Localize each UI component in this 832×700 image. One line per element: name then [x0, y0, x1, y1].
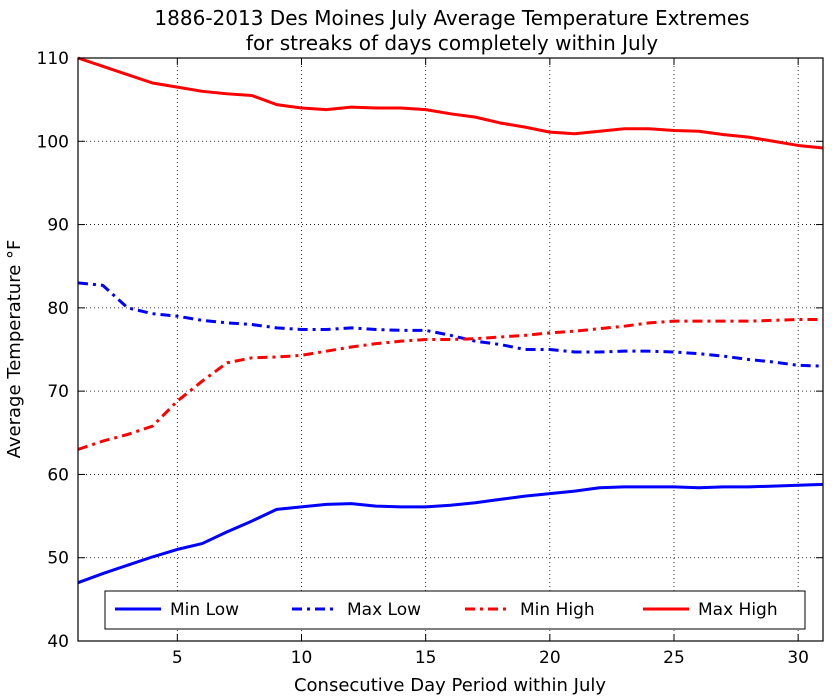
x-tick-label: 10: [291, 648, 313, 668]
chart-subtitle: for streaks of days completely within Ju…: [246, 31, 658, 55]
series-line-min-high: [77, 318, 823, 451]
legend: Min Low Max Low Min High Max High: [104, 590, 806, 630]
legend-label: Max High: [698, 600, 778, 620]
y-tick-label: 70: [47, 382, 69, 402]
y-tick-label: 60: [47, 465, 69, 485]
x-axis-label: Consecutive Day Period within July: [294, 675, 606, 696]
series-line-max-high: [77, 56, 824, 150]
grid: [78, 58, 823, 641]
x-tick-label: 20: [539, 648, 561, 668]
legend-label: Min Low: [170, 600, 239, 620]
y-tick-label: 40: [47, 632, 69, 652]
y-tick-label: 100: [37, 132, 69, 152]
x-tick-label: 5: [172, 648, 183, 668]
y-axis-label: Average Temperature °F: [4, 240, 25, 459]
x-tick-label: 30: [787, 648, 809, 668]
y-tick-label: 80: [47, 299, 69, 319]
plot-frame: [77, 57, 824, 642]
y-tick-label: 110: [37, 49, 69, 69]
x-tick-label: 15: [415, 648, 437, 668]
series-line-max-low: [77, 281, 824, 368]
legend-label: Min High: [520, 600, 595, 620]
y-tick-label: 50: [47, 549, 69, 569]
series-lines: [77, 56, 824, 585]
x-tick-label: 25: [663, 648, 685, 668]
axis-ticks: 5 10 15 20 25 30 40 50 60 70 80 90 100 110: [37, 49, 823, 668]
y-tick-label: 90: [47, 216, 69, 236]
series-line-min-low: [77, 482, 824, 585]
legend-label: Max Low: [347, 600, 421, 620]
chart-title: 1886-2013 Des Moines July Average Temper…: [154, 6, 749, 30]
